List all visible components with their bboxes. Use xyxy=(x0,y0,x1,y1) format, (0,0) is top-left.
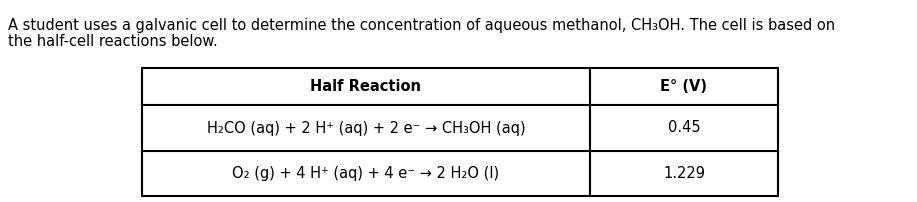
Text: O₂ (g) + 4 H⁺ (aq) + 4 e⁻ → 2 H₂O (l): O₂ (g) + 4 H⁺ (aq) + 4 e⁻ → 2 H₂O (l) xyxy=(232,166,500,181)
Text: 1.229: 1.229 xyxy=(663,166,705,181)
Text: A student uses a galvanic cell to determine the concentration of aqueous methano: A student uses a galvanic cell to determ… xyxy=(8,18,835,33)
Text: 0.45: 0.45 xyxy=(668,121,701,136)
Text: the half-cell reactions below.: the half-cell reactions below. xyxy=(8,34,217,49)
Text: E° (V): E° (V) xyxy=(660,79,708,94)
Text: H₂CO (aq) + 2 H⁺ (aq) + 2 e⁻ → CH₃OH (aq): H₂CO (aq) + 2 H⁺ (aq) + 2 e⁻ → CH₃OH (aq… xyxy=(206,121,525,136)
Bar xyxy=(142,68,778,196)
Text: Half Reaction: Half Reaction xyxy=(311,79,422,94)
